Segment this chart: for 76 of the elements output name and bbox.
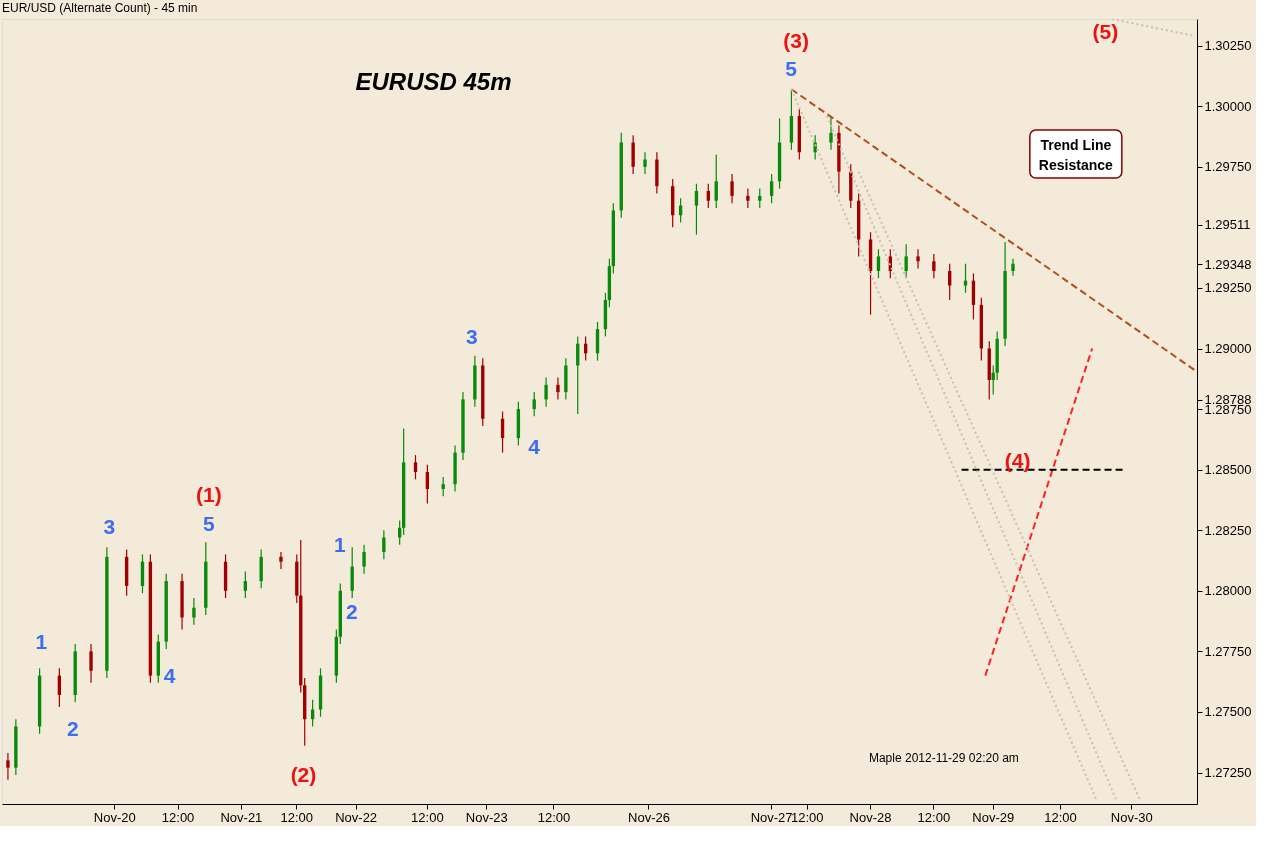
annotation: Trend Line Resistance	[1038, 136, 1113, 173]
candlestick	[829, 115, 833, 151]
x-tick-label: 12:00	[917, 809, 951, 825]
annotation: 4	[163, 663, 176, 687]
candlestick	[382, 529, 386, 560]
y-tick-label: 1.29000	[1204, 341, 1252, 357]
candlestick	[916, 248, 920, 270]
candlestick	[6, 752, 10, 781]
y-tick-label: 1.29250	[1204, 280, 1252, 296]
candlestick	[769, 173, 774, 204]
x-tick-label: Nov-22	[335, 809, 378, 825]
annotation: 4	[528, 434, 541, 458]
candlestick	[413, 454, 418, 480]
candlestick	[876, 248, 881, 279]
y-tick-label: 1.27500	[1204, 704, 1252, 720]
text: EURUSD 45m	[355, 67, 512, 95]
y-tick-label: 1.30000	[1204, 98, 1252, 114]
y-tick-label: 1.27750	[1204, 643, 1252, 659]
candlestick	[694, 183, 699, 236]
x-tick-label: 12:00	[1044, 809, 1077, 825]
annotation: 1	[35, 630, 48, 654]
annotation: 2	[345, 599, 358, 623]
y-tick-label: 1.29511	[1204, 217, 1251, 233]
x-tick-label: 12:00	[411, 809, 444, 825]
candlestick	[904, 243, 908, 279]
candlestick	[758, 188, 762, 209]
candlestick	[243, 570, 248, 599]
annotation: (1)	[196, 483, 222, 507]
y-tick-label: 1.28250	[1204, 522, 1252, 538]
x-tick-label: 12:00	[280, 809, 314, 825]
y-tick-label: 1.29348	[1204, 256, 1252, 272]
annotation: (3)	[783, 28, 809, 52]
candlestick	[746, 188, 750, 209]
candlestick	[963, 263, 968, 294]
x-tick-label: Nov-29	[972, 809, 1015, 825]
annotation: 1	[334, 533, 347, 557]
y-tick-label: 1.28500	[1204, 462, 1252, 478]
candlestick	[706, 183, 710, 209]
x-tick-label: Nov-28	[849, 809, 892, 825]
y-tick-label: 1.28000	[1204, 583, 1252, 599]
x-tick-label: 12:00	[161, 809, 195, 825]
x-tick-label: Nov-21	[220, 809, 263, 825]
candlestick	[1011, 258, 1015, 277]
candlestick	[714, 154, 718, 209]
annotation: 2	[67, 716, 79, 740]
candlestick	[544, 376, 548, 408]
y-tick-label: 1.30250	[1204, 38, 1252, 54]
x-tick-label: Nov-26	[628, 809, 670, 825]
candlestick	[279, 551, 283, 570]
candlestick	[556, 376, 560, 400]
candlestick	[89, 643, 93, 684]
candlestick	[730, 173, 734, 204]
candlestick	[441, 476, 445, 497]
candlestick	[643, 151, 647, 175]
x-tick-label: Nov-27	[750, 809, 793, 825]
candlestick	[813, 134, 817, 161]
annotation: 5	[203, 511, 216, 535]
annotation: 5	[785, 57, 798, 81]
annotation: 3	[103, 515, 116, 539]
y-tick-label: 1.27250	[1204, 765, 1252, 780]
x-tick-label: 12:00	[537, 809, 571, 825]
y-tick-label: 1.29750	[1204, 159, 1252, 175]
x-tick-label: Nov-20	[93, 809, 136, 825]
candlestick	[948, 263, 952, 301]
annotation: Maple 2012-11-29 02:20 am	[868, 751, 1019, 766]
annotation: (4)	[1004, 448, 1031, 472]
annotation: 3	[466, 325, 478, 349]
candlestick	[192, 597, 196, 626]
candlestick	[932, 253, 936, 279]
candlestick	[362, 544, 366, 575]
x-tick-label: Nov-23	[465, 809, 508, 825]
chart-title: EUR/USD (Alternate Count) - 45 min	[2, 1, 198, 15]
x-tick-label: Nov-30	[1110, 809, 1153, 825]
candlestick	[532, 391, 536, 417]
annotation: (5)	[1092, 20, 1119, 44]
annotation: (2)	[290, 763, 317, 787]
